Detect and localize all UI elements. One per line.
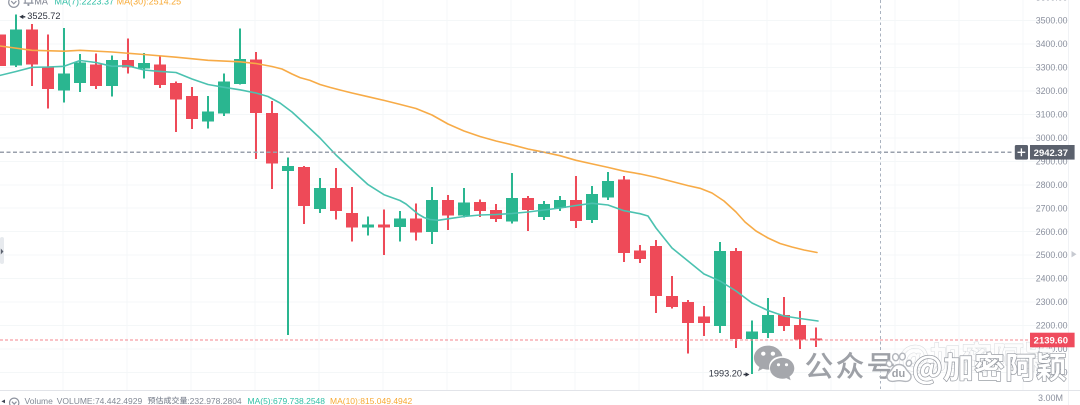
svg-text:MA(30):2514.25: MA(30):2514.25 (117, 0, 182, 6)
svg-text:MA(5):679.738.2548: MA(5):679.738.2548 (248, 396, 326, 405)
svg-text:MA(7):2223.37: MA(7):2223.37 (55, 0, 115, 6)
svg-text:3500.00: 3500.00 (1036, 16, 1068, 26)
svg-text:3300.00: 3300.00 (1036, 63, 1068, 73)
svg-text:1993.20: 1993.20 (709, 369, 742, 379)
svg-text:2400.00: 2400.00 (1036, 274, 1068, 284)
svg-text:Volume: Volume (25, 396, 54, 405)
svg-text:MA: MA (34, 0, 48, 6)
svg-text:VOLUME:74.442.4929: VOLUME:74.442.4929 (57, 396, 143, 405)
svg-text:2900.00: 2900.00 (1036, 157, 1068, 167)
svg-text:3.00M: 3.00M (1038, 393, 1063, 403)
svg-text:2200.00: 2200.00 (1036, 321, 1068, 331)
svg-text:2300.00: 2300.00 (1036, 297, 1068, 307)
svg-text:du: du (892, 368, 905, 380)
svg-text:2942.37: 2942.37 (1034, 148, 1068, 159)
svg-text:3600.00: 3600.00 (1036, 0, 1068, 2)
svg-text:MA(10):815.049.4942: MA(10):815.049.4942 (330, 396, 412, 405)
svg-text:2500.00: 2500.00 (1036, 250, 1068, 260)
svg-text:3400.00: 3400.00 (1036, 39, 1068, 49)
svg-text:3200.00: 3200.00 (1036, 86, 1068, 96)
svg-text:2800.00: 2800.00 (1036, 180, 1068, 190)
svg-text:3100.00: 3100.00 (1036, 110, 1068, 120)
svg-text:3525.72: 3525.72 (27, 11, 60, 21)
svg-text:2600.00: 2600.00 (1036, 227, 1068, 237)
svg-text::232.978.2804: :232.978.2804 (187, 396, 242, 405)
svg-text:2700.00: 2700.00 (1036, 203, 1068, 213)
svg-text:3000.00: 3000.00 (1036, 133, 1068, 143)
svg-text:2139.60: 2139.60 (1034, 336, 1068, 347)
